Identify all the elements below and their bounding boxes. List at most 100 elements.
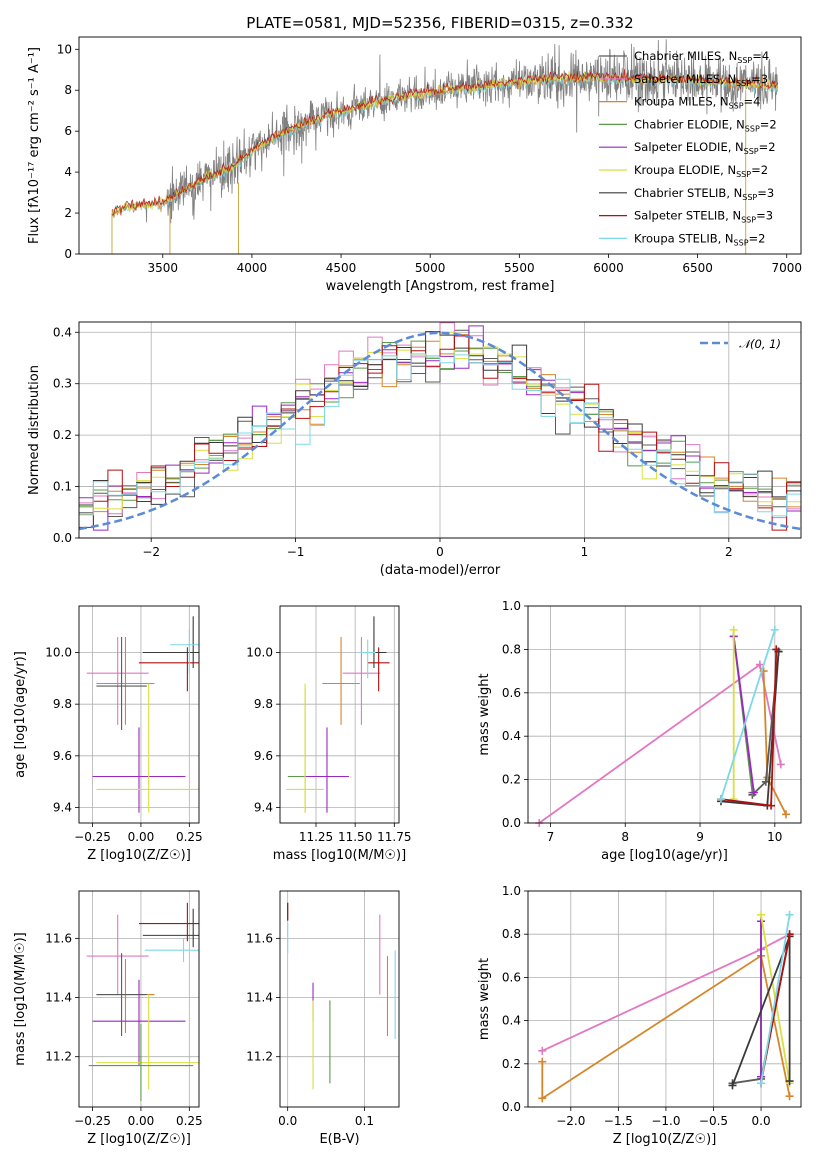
y-tick-label: 0.0 — [502, 816, 521, 830]
residuals-axes: −2 −1 0 1 2 0.0 0.1 0.2 0.3 0.4 (data-model)/error… — [27, 322, 801, 578]
residual-histograms — [79, 322, 801, 531]
mass-weight-marker — [728, 1081, 737, 1090]
x-tick-label: 0 — [436, 545, 444, 559]
x-tick-label: −0.25 — [74, 1114, 111, 1128]
age_vs_Z-points — [86, 616, 199, 813]
mass-weight-marker — [755, 660, 764, 669]
age_vs_Z-axes: −0.25 0.00 0.25 9.4 9.6 9.8 10.0 Z [log10(Z/Z☉)… — [13, 606, 203, 863]
legend-text: Salpeter MILES, N — [634, 72, 736, 86]
legend-value: =3 — [751, 72, 768, 86]
mass_vs_EBV-frame — [279, 890, 400, 1108]
y-tick-label: 1.0 — [502, 599, 521, 613]
x-tick-label: 4500 — [326, 261, 357, 275]
y-tick-label: 0.4 — [53, 325, 72, 339]
legend-value: =3 — [757, 186, 774, 200]
mass-weight-marker — [767, 801, 776, 810]
legend-value: =4 — [744, 95, 761, 109]
y-tick-label: 0.4 — [502, 729, 521, 743]
y-tick-label: 0.8 — [502, 927, 521, 941]
y-tick-label: 9.4 — [254, 801, 273, 815]
y-axis-label: age [log10(age/yr)] — [13, 651, 28, 778]
x-axis-label: E(B-V) — [319, 1132, 359, 1147]
x-tick-label: 0.0 — [278, 1114, 297, 1128]
legend-subscript: SSP — [745, 124, 760, 133]
y-tick-label: 11.6 — [45, 931, 72, 945]
mass-weight-marker — [749, 788, 758, 797]
mass_vs_Z-frame — [78, 890, 200, 1108]
x-tick-label: 9 — [696, 830, 704, 844]
y-tick-label: 0.3 — [53, 377, 72, 391]
legend-text: Salpeter STELIB, N — [634, 209, 741, 223]
mass_vs_EBV-axes: 0.0 0.1 11.2 11.4 11.6 E(B-V) — [246, 891, 399, 1147]
legend-value: =2 — [751, 163, 768, 177]
mass_vs_Z-points — [86, 902, 199, 1102]
legend-text: Kroupa MILES, N — [634, 95, 729, 109]
gaussian-curve — [79, 331, 801, 531]
spectrum-axes: 3500 4000 4500 5000 5500 6000 6500 7000 0 2 4 6 8 10 w… — [27, 42, 802, 294]
mass-weight-line — [720, 629, 776, 800]
massweight_vs_Z-series — [538, 910, 794, 1103]
x-tick-label: 11.75 — [377, 830, 411, 844]
x-tick-label: 0.1 — [355, 1114, 374, 1128]
mass-weight-marker — [785, 910, 794, 919]
legend-subscript: SSP — [729, 102, 744, 111]
mass-weight-marker — [776, 760, 785, 769]
y-tick-label: 11.4 — [45, 991, 72, 1005]
x-axis-label: (data-model)/error — [380, 563, 501, 578]
y-tick-label: 10 — [57, 42, 72, 56]
x-tick-label: −0.5 — [699, 1114, 728, 1128]
legend-subscript: SSP — [736, 79, 751, 88]
residual-histogram — [79, 353, 801, 524]
y-tick-label: 0.1 — [53, 480, 72, 494]
y-tick-label: 9.4 — [53, 801, 72, 815]
residuals-frame — [78, 321, 802, 539]
x-tick-label: 0.00 — [128, 1114, 155, 1128]
x-tick-label: 2 — [725, 545, 733, 559]
legend-subscript: SSP — [741, 216, 756, 225]
y-tick-label: 9.6 — [53, 749, 72, 763]
y-tick-label: 0.0 — [53, 531, 72, 545]
x-axis-label: mass [log10(M/M☉)] — [273, 848, 406, 863]
legend-text: Kroupa STELIB, N — [634, 231, 734, 245]
y-tick-label: 0.6 — [502, 686, 521, 700]
y-axis-label: mass [log10(M/M☉)] — [13, 932, 28, 1065]
mass-weight-marker — [538, 1057, 547, 1066]
massweight_vs_Z-frame — [527, 890, 802, 1108]
age_vs_mass-points — [286, 616, 390, 813]
x-axis-label: wavelength [Angstrom, rest frame] — [326, 279, 555, 294]
legend-entry: Salpeter ELODIE, NSSP=2 — [634, 140, 776, 156]
mass_vs_EBV-points — [287, 902, 396, 1090]
mass-weight-marker — [757, 910, 766, 919]
x-tick-label: −1.5 — [604, 1114, 633, 1128]
x-tick-label: −2.0 — [556, 1114, 585, 1128]
x-tick-label: 0.25 — [176, 1114, 203, 1128]
figure-title: PLATE=0581, MJD=52356, FIBERID=0315, z=0… — [246, 14, 633, 32]
massweight_vs_age-series — [535, 625, 791, 827]
x-axis-label: Z [log10(Z/Z☉)] — [87, 848, 191, 863]
legend-subscript: SSP — [742, 193, 757, 202]
y-tick-label: 9.8 — [53, 697, 72, 711]
residual-legend: 𝒩(0, 1) — [700, 337, 781, 351]
legend-text: Kroupa ELODIE, N — [634, 163, 736, 177]
mass-weight-marker — [770, 625, 779, 634]
x-tick-label: 0.25 — [176, 830, 203, 844]
x-tick-label: 11.50 — [338, 830, 372, 844]
age_vs_mass-axes: 11.25 11.50 11.75 9.4 9.6 9.8 10.0 mass [log10(… — [246, 606, 411, 863]
mass-weight-line — [760, 914, 791, 1084]
y-tick-label: 11.2 — [246, 1050, 273, 1064]
mass-weight-line — [541, 954, 791, 1101]
y-tick-label: 10.0 — [246, 646, 273, 660]
x-tick-label: −1.0 — [651, 1114, 680, 1128]
y-tick-label: 9.6 — [254, 749, 273, 763]
spectrum-model-line — [111, 69, 779, 217]
y-tick-label: 0.0 — [502, 1100, 521, 1114]
legend-subscript: SSP — [744, 147, 759, 156]
y-tick-label: 2 — [64, 206, 72, 220]
legend-entry: Kroupa ELODIE, NSSP=2 — [634, 163, 768, 179]
mass-weight-line — [732, 636, 755, 793]
x-tick-label: −0.25 — [74, 830, 111, 844]
y-axis-label: mass weight — [477, 673, 492, 755]
mass-weight-marker — [757, 1079, 766, 1088]
